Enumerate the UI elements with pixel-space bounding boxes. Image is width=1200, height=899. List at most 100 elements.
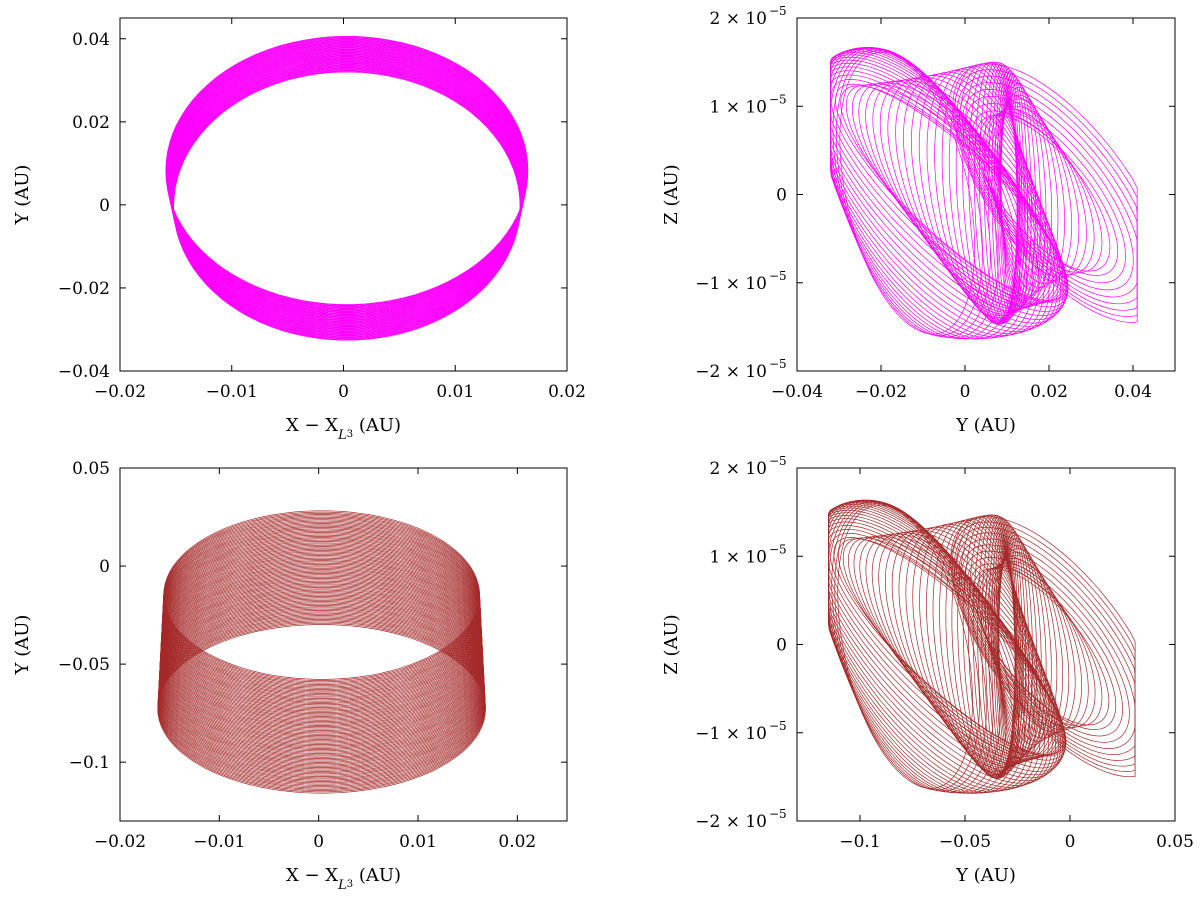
orbit-trace <box>839 51 976 335</box>
orbit-trace <box>1000 79 1037 307</box>
chart-top-right: −0.04 −0.02 0 0.02 0.04−2 × 10 −5−1 × 10 −501 … <box>661 4 1176 436</box>
x-tick-label: 0.02 <box>548 382 586 402</box>
orbit-trace <box>848 536 1064 757</box>
orbit-trace <box>963 550 1130 743</box>
x-tick-label: −0.02 <box>855 382 907 402</box>
y-tick-label: 2 × 10 <box>710 459 768 479</box>
orbit-trace <box>956 75 1138 311</box>
y-tick-label: −2 × 10 <box>695 362 767 382</box>
x-tick-label: −0.1 <box>839 832 880 852</box>
chart-top-left: −0.02 −0.01 0 0.01 0.02−0.04−0.0200.020.04X … <box>12 17 586 443</box>
x-axis-label: Y (AU) <box>955 865 1016 886</box>
x-tick-label: 0 <box>313 832 324 852</box>
orbit-trace <box>962 89 1138 298</box>
orbit-trace <box>978 113 1103 273</box>
x-tick-label: 0.02 <box>498 832 536 852</box>
y-tick-label: 1 × 10 <box>710 547 768 567</box>
series-bottom-left <box>157 510 486 794</box>
x-axis-label: X − XL3 (AU) <box>286 865 401 893</box>
y-tick-label: 0.02 <box>72 113 110 133</box>
plot-frame <box>119 467 568 822</box>
orbit-trace <box>965 96 1134 291</box>
y-tick-label: 0 <box>99 557 110 577</box>
orbit-trace <box>971 110 1119 276</box>
x-tick-label: 0 <box>960 382 971 402</box>
y-tick-exponent: −5 <box>769 542 787 556</box>
x-tick-label: −0.02 <box>94 382 146 402</box>
orbit-trace <box>975 114 1111 272</box>
orbit-trace <box>989 554 1070 739</box>
orbit-trace <box>959 82 1138 305</box>
orbit-trace <box>961 544 1136 749</box>
x-tick-label: 0 <box>1065 832 1076 852</box>
orbit-trace <box>958 538 1136 755</box>
y-tick-label: 1 × 10 <box>710 97 768 117</box>
orbit-trace <box>972 568 1110 726</box>
orbit-trace <box>835 83 1069 303</box>
y-tick-exponent: −5 <box>769 807 787 821</box>
series-top-right <box>830 47 1138 340</box>
orbit-trace <box>998 534 1038 759</box>
y-tick-label: −1 × 10 <box>695 274 767 294</box>
x-tick-label: 0.01 <box>436 382 474 402</box>
y-tick-label: 0 <box>776 186 787 206</box>
orbit-trace <box>165 36 529 305</box>
orbit-trace <box>991 518 1018 776</box>
orbit-trace <box>950 516 1136 778</box>
y-tick-exponent: −5 <box>769 269 787 283</box>
y-tick-label: −0.1 <box>69 753 110 773</box>
y-tick-label: −0.04 <box>58 362 110 382</box>
orbit-trace <box>845 84 1067 302</box>
orbit-trace <box>956 532 1136 761</box>
orbit-trace <box>998 70 1025 316</box>
y-tick-exponent: −5 <box>769 92 787 106</box>
orbit-trace <box>830 74 1069 312</box>
orbit-trace <box>988 516 1017 777</box>
orbit-trace <box>832 49 991 338</box>
x-tick-label: 0.04 <box>1114 382 1152 402</box>
y-tick-label: −1 × 10 <box>695 724 767 744</box>
y-axis-label: Y (AU) <box>12 615 33 676</box>
y-tick-label: 2 × 10 <box>710 9 768 29</box>
y-axis-label: Z (AU) <box>661 164 682 224</box>
series-top-left <box>165 36 529 341</box>
x-tick-label: 0.01 <box>399 832 437 852</box>
orbit-trace <box>966 557 1123 737</box>
y-tick-label: −0.02 <box>58 279 110 299</box>
orbit-trace <box>996 68 1023 319</box>
orbit-trace <box>969 563 1117 730</box>
y-tick-label: −2 × 10 <box>695 812 767 832</box>
series-bottom-right <box>828 499 1136 794</box>
orbit-trace <box>157 624 486 794</box>
x-tick-label: 0.05 <box>1156 832 1194 852</box>
y-tick-exponent: −5 <box>769 454 787 468</box>
y-tick-exponent: −5 <box>769 4 787 18</box>
orbit-trace <box>954 69 1138 317</box>
y-tick-label: 0.05 <box>72 459 110 479</box>
orbit-trace <box>993 548 1058 746</box>
x-tick-label: −0.04 <box>771 382 823 402</box>
orbit-trace <box>978 565 1096 729</box>
orbit-trace <box>952 521 1136 772</box>
y-tick-label: 0 <box>99 196 110 216</box>
x-tick-label: 0.02 <box>1030 382 1068 402</box>
orbit-trace <box>834 503 980 791</box>
orbit-trace <box>996 94 1059 292</box>
x-axis-label: Y (AU) <box>955 415 1016 436</box>
chart-bottom-right: −0.1 −0.05 0 0.05−2 × 10 −5−1 × 10 −501 × 10−… <box>661 454 1194 886</box>
x-tick-label: −0.01 <box>206 382 258 402</box>
y-axis-label: Y (AU) <box>12 165 33 226</box>
orbit-trace <box>953 526 1136 767</box>
x-axis-label: X − XL3 (AU) <box>286 415 401 443</box>
x-tick-label: 0 <box>338 382 349 402</box>
y-axis-label: Z (AU) <box>661 614 682 674</box>
orbit-trace <box>968 103 1126 284</box>
y-tick-label: −0.05 <box>58 655 110 675</box>
chart-bottom-left: −0.02 −0.01 0 0.01 0.02 −0.1 −0.05 0 0.05 X − XL3… <box>12 459 568 893</box>
y-tick-exponent: −5 <box>769 719 787 733</box>
y-tick-label: 0.04 <box>72 30 110 50</box>
orbit-trace <box>952 63 1138 323</box>
orbit-trace <box>975 567 1103 727</box>
x-tick-label: −0.05 <box>939 832 991 852</box>
